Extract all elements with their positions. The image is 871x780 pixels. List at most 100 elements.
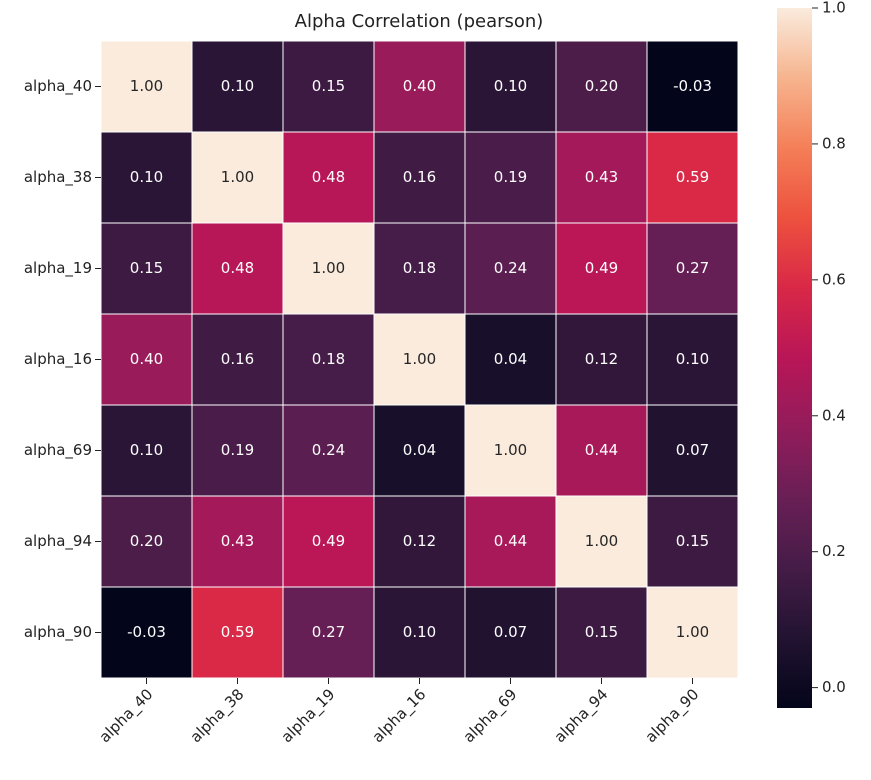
cell-label: 0.24	[494, 259, 527, 277]
heatmap-cell	[100, 404, 193, 497]
cell-label: 1.00	[312, 259, 345, 277]
cell-label: 0.40	[130, 350, 163, 368]
colorbar-tick-label: 0.8	[822, 134, 846, 152]
heatmap-cell	[282, 495, 375, 588]
heatmap-cell	[100, 222, 193, 315]
cell-label: 0.07	[494, 623, 527, 641]
cell-label: 0.44	[585, 441, 618, 459]
heatmap-cell	[282, 131, 375, 224]
y-tick-label: alpha_16	[24, 350, 92, 369]
cell-label: 0.16	[403, 168, 436, 186]
cell-label: 0.20	[585, 77, 618, 95]
heatmap-cell	[646, 131, 739, 224]
x-tick-label: alpha_69	[460, 685, 522, 747]
x-tick-label: alpha_40	[96, 685, 158, 747]
cell-label: 0.19	[221, 441, 254, 459]
cell-label: 0.59	[221, 623, 254, 641]
heatmap-cell	[282, 586, 375, 679]
cell-label: 0.18	[403, 259, 436, 277]
cell-label: 0.10	[130, 441, 163, 459]
cell-label: 0.59	[676, 168, 709, 186]
heatmap-cell	[464, 40, 557, 133]
heatmap-cell	[646, 404, 739, 497]
cell-label: 0.07	[676, 441, 709, 459]
cell-label: -0.03	[127, 623, 166, 641]
colorbar-tick-label: 0.6	[822, 270, 846, 288]
heatmap-cell	[100, 586, 193, 679]
x-tick-label: alpha_19	[278, 685, 340, 747]
heatmap-cell	[464, 586, 557, 679]
heatmap-cell	[100, 313, 193, 406]
heatmap-cell	[646, 222, 739, 315]
heatmap-cell	[555, 40, 648, 133]
x-tick-label: alpha_94	[551, 685, 613, 747]
cell-label: 0.10	[676, 350, 709, 368]
cell-label: -0.03	[673, 77, 712, 95]
cell-label: 0.15	[130, 259, 163, 277]
cell-label: 0.40	[403, 77, 436, 95]
heatmap-cell	[373, 495, 466, 588]
heatmap-cell	[282, 404, 375, 497]
heatmap-cell	[464, 131, 557, 224]
cell-label: 0.10	[221, 77, 254, 95]
colorbar-tick-label: 0.2	[822, 542, 846, 560]
heatmap-cell	[373, 40, 466, 133]
cell-label: 0.15	[585, 623, 618, 641]
heatmap-cell	[555, 586, 648, 679]
heatmap-cell	[464, 495, 557, 588]
heatmap-cell	[555, 222, 648, 315]
cell-label: 0.10	[494, 77, 527, 95]
colorbar-tick-label: 0.0	[822, 678, 846, 696]
cell-label: 0.48	[312, 168, 345, 186]
heatmap-cell	[191, 313, 284, 406]
x-tick-label: alpha_16	[369, 685, 431, 747]
y-tick-label: alpha_90	[24, 623, 92, 642]
heatmap-cell	[191, 40, 284, 133]
cell-label: 0.27	[312, 623, 345, 641]
heatmap-cell	[555, 313, 648, 406]
cell-label: 0.15	[312, 77, 345, 95]
cell-label: 0.15	[676, 532, 709, 550]
cell-label: 0.16	[221, 350, 254, 368]
heatmap-cell	[373, 313, 466, 406]
heatmap-cell	[646, 313, 739, 406]
x-tick-label: alpha_90	[642, 685, 704, 747]
cell-label: 0.04	[494, 350, 527, 368]
colorbar-tick-label: 1.0	[822, 0, 846, 17]
cell-label: 0.19	[494, 168, 527, 186]
heatmap-cell	[100, 40, 193, 133]
y-tick-label: alpha_40	[24, 77, 92, 96]
heatmap-cell	[191, 222, 284, 315]
cell-label: 0.43	[221, 532, 254, 550]
cell-label: 0.49	[585, 259, 618, 277]
cell-label: 0.10	[130, 168, 163, 186]
heatmap-cell	[555, 131, 648, 224]
cell-label: 0.18	[312, 350, 345, 368]
y-tick-label: alpha_38	[24, 168, 92, 187]
cell-label: 0.48	[221, 259, 254, 277]
cell-label: 0.20	[130, 532, 163, 550]
colorbar	[777, 8, 812, 708]
cell-label: 1.00	[585, 532, 618, 550]
cell-label: 0.27	[676, 259, 709, 277]
heatmap-cell	[373, 586, 466, 679]
cell-label: 0.44	[494, 532, 527, 550]
heatmap-cell	[282, 40, 375, 133]
heatmap-cell	[646, 586, 739, 679]
y-tick-label: alpha_19	[24, 259, 92, 278]
x-tick-label: alpha_38	[187, 685, 249, 747]
y-tick-label: alpha_94	[24, 532, 92, 551]
colorbar-tick-label: 0.4	[822, 406, 846, 424]
cell-label: 0.43	[585, 168, 618, 186]
cell-label: 1.00	[676, 623, 709, 641]
cell-label: 0.24	[312, 441, 345, 459]
chart-title: Alpha Correlation (pearson)	[295, 11, 544, 32]
cell-label: 0.10	[403, 623, 436, 641]
cell-label: 1.00	[494, 441, 527, 459]
heatmap-cell	[100, 495, 193, 588]
y-tick-label: alpha_69	[24, 441, 92, 460]
cell-label: 1.00	[221, 168, 254, 186]
cell-label: 0.04	[403, 441, 436, 459]
heatmap-cell	[373, 222, 466, 315]
